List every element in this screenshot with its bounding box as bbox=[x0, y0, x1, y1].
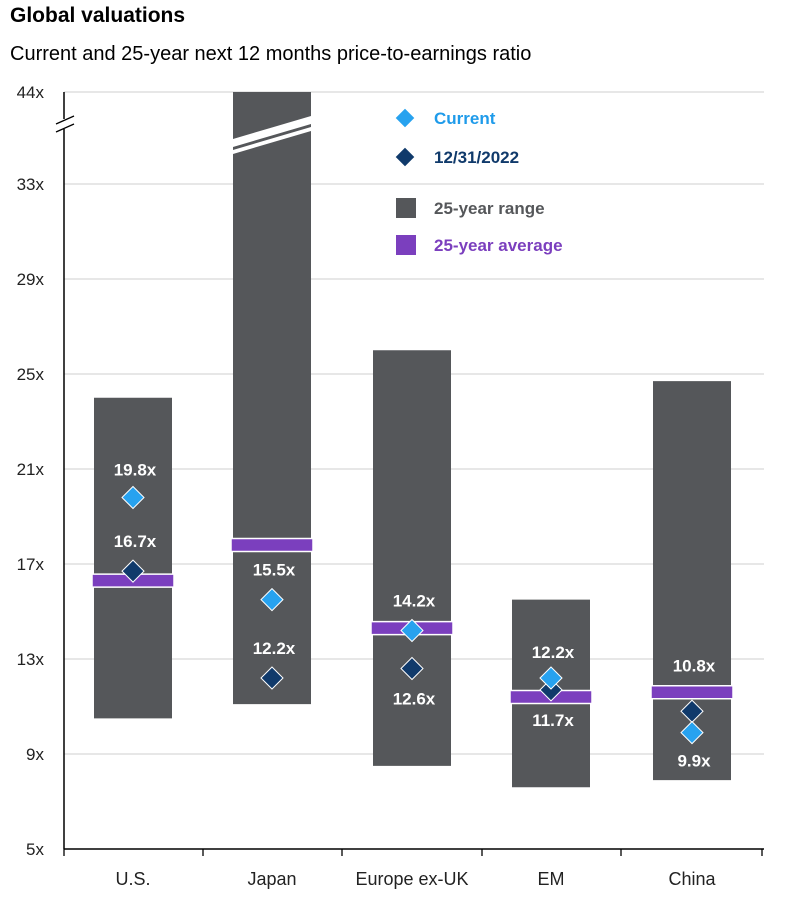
prior-data-label: 12.2x bbox=[253, 639, 296, 658]
legend-average-label: 25-year average bbox=[434, 236, 563, 255]
category-label: U.S. bbox=[115, 869, 150, 889]
axis-break-mark bbox=[55, 115, 75, 125]
prior-marker bbox=[539, 678, 563, 702]
prior-marker bbox=[260, 666, 284, 690]
range-bar bbox=[94, 397, 172, 719]
y-tick-label: 29x bbox=[17, 270, 45, 289]
current-data-label: 14.2x bbox=[393, 592, 436, 611]
average-marker bbox=[650, 685, 734, 700]
category-label: EM bbox=[538, 869, 565, 889]
range-bar bbox=[373, 350, 451, 766]
category-label: Japan bbox=[247, 869, 296, 889]
current-marker bbox=[260, 587, 284, 612]
y-tick-label: 25x bbox=[17, 365, 45, 384]
legend-prior-icon bbox=[394, 146, 416, 168]
legend-range-label: 25-year range bbox=[434, 199, 545, 218]
prior-marker bbox=[121, 559, 145, 583]
prior-data-label: 11.7x bbox=[532, 711, 574, 730]
current-data-label: 12.2x bbox=[532, 643, 575, 662]
y-tick-label: 17x bbox=[17, 555, 45, 574]
y-tick-label: 44x bbox=[17, 83, 45, 102]
bar-break-mark bbox=[233, 127, 311, 154]
legend-average-icon bbox=[396, 235, 416, 255]
current-marker bbox=[400, 618, 424, 643]
current-marker bbox=[121, 485, 145, 510]
prior-data-label: 10.8x bbox=[673, 656, 716, 675]
category-label: Europe ex-UK bbox=[355, 869, 468, 889]
range-bar bbox=[233, 92, 311, 705]
y-tick-label: 9x bbox=[26, 745, 44, 764]
prior-marker bbox=[400, 656, 424, 681]
y-tick-label: 33x bbox=[17, 175, 45, 194]
y-tick-label: 13x bbox=[17, 650, 45, 669]
y-tick-label: 5x bbox=[26, 840, 44, 859]
legend-current-icon bbox=[394, 107, 416, 129]
current-marker bbox=[680, 720, 704, 745]
current-data-label: 9.9x bbox=[677, 752, 711, 771]
prior-data-label: 12.6x bbox=[393, 690, 436, 709]
y-tick-label: 21x bbox=[17, 460, 45, 479]
current-marker bbox=[539, 666, 563, 690]
category-label: China bbox=[668, 869, 716, 889]
prior-data-label: 16.7x bbox=[114, 532, 157, 551]
legend-range-icon bbox=[396, 198, 416, 218]
current-data-label: 19.8x bbox=[114, 461, 157, 480]
chart-title: Global valuations bbox=[10, 4, 186, 27]
legend-current-label: Current bbox=[434, 109, 496, 128]
legend-prior-label: 12/31/2022 bbox=[434, 148, 519, 167]
bar-break-mark bbox=[233, 116, 311, 147]
axis-break-gap bbox=[56, 119, 74, 129]
axis-break-mark bbox=[55, 123, 75, 133]
current-data-label: 15.5x bbox=[253, 561, 296, 580]
chart-subtitle: Current and 25-year next 12 months price… bbox=[10, 43, 532, 65]
average-marker bbox=[230, 537, 314, 553]
